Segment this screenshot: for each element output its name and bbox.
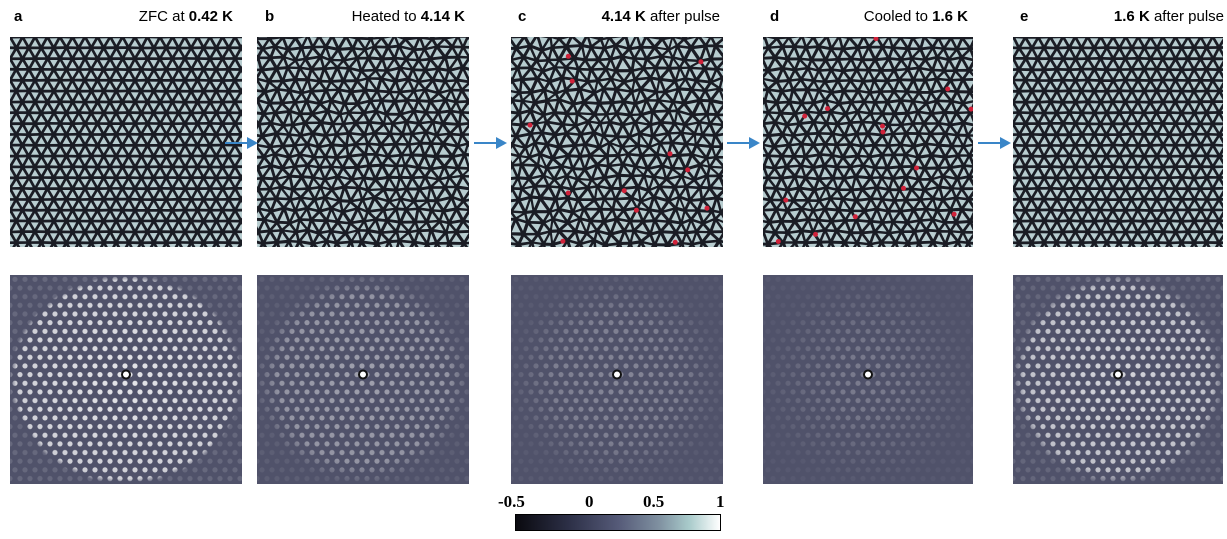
panel-title-temperature: 4.14 K — [420, 8, 465, 25]
defect-marker — [685, 167, 691, 173]
defect-marker — [880, 123, 885, 129]
defect-marker — [813, 231, 818, 237]
defect-marker — [825, 106, 830, 112]
defect-marker — [527, 122, 533, 128]
defect-marker — [880, 129, 886, 135]
defect-marker — [633, 207, 639, 213]
defect-marker — [704, 205, 710, 211]
defect-marker — [873, 37, 879, 42]
defect-marker — [667, 151, 673, 157]
defect-marker — [852, 214, 858, 220]
colorbar — [515, 514, 721, 531]
panel-title-suffix: after pulse — [645, 8, 720, 25]
correlation-map-d — [763, 275, 973, 484]
panel-title-temperature: 4.14 K — [601, 8, 646, 25]
colorbar-tick-label: 1 — [716, 492, 725, 511]
panel-title: 1.6 K after pulse — [1114, 8, 1224, 25]
arrow-right-icon — [978, 137, 1011, 149]
defect-marker — [698, 59, 704, 65]
correlation-map-e — [1013, 275, 1223, 484]
correlation-map-b — [257, 275, 469, 484]
colorbar-tick-label: 0 — [585, 492, 594, 511]
panel-title: ZFC at 0.42 K — [139, 8, 233, 25]
defect-marker — [569, 78, 575, 84]
arrow-right-icon — [727, 137, 760, 149]
panel-title-prefix: ZFC at — [138, 8, 189, 25]
defect-marker — [914, 165, 919, 171]
panel-title: Cooled to 1.6 K — [864, 8, 968, 25]
colorbar-tick-label: 0.5 — [643, 492, 665, 511]
defect-marker — [775, 239, 781, 244]
defect-marker — [621, 188, 627, 194]
defect-marker — [945, 86, 951, 92]
defect-marker — [565, 53, 571, 59]
panel-letter: b — [265, 8, 275, 25]
delaunay-panel-a — [10, 37, 242, 247]
defect-marker — [968, 106, 973, 112]
delaunay-panel-e — [1013, 37, 1223, 247]
panel-title: Heated to 4.14 K — [352, 8, 465, 25]
panel-title-suffix: after pulse — [1149, 8, 1224, 25]
correlation-map-a — [10, 275, 242, 484]
panel-letter: a — [14, 8, 23, 25]
defect-marker — [901, 185, 906, 191]
panel-title-temperature: 1.6 K — [1113, 8, 1150, 25]
panel-title-temperature: 1.6 K — [932, 8, 968, 25]
defect-marker — [560, 238, 566, 244]
panel-letter: e — [1020, 8, 1029, 25]
panel-title-prefix: Cooled to — [863, 8, 933, 25]
colorbar-tick-label: -0.5 — [498, 492, 525, 511]
panel-letter: c — [518, 8, 527, 25]
defect-marker — [565, 190, 571, 196]
delaunay-panel-d — [763, 37, 973, 247]
delaunay-panel-c — [511, 37, 723, 247]
correlation-map-c — [511, 275, 723, 484]
delaunay-panel-b — [257, 37, 469, 247]
panel-title: 4.14 K after pulse — [602, 8, 720, 25]
panel-title-prefix: Heated to — [351, 8, 421, 25]
panel-letter: d — [770, 8, 780, 25]
defect-marker — [783, 197, 789, 203]
arrow-right-icon — [225, 137, 258, 149]
defect-marker — [802, 113, 808, 119]
defect-marker — [672, 239, 678, 245]
panel-title-temperature: 0.42 K — [188, 8, 233, 25]
arrow-right-icon — [474, 137, 507, 149]
defect-marker — [951, 211, 957, 217]
